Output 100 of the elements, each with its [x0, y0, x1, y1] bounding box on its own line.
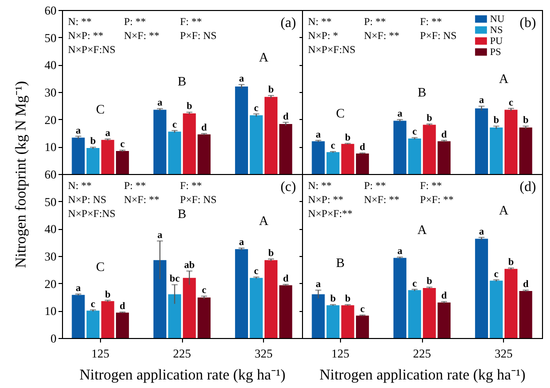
annotation: N: ** — [308, 17, 332, 28]
annotation: P: ** — [364, 17, 386, 28]
bar — [86, 148, 100, 174]
chart-title: (b) — [520, 16, 536, 31]
data-label: c — [254, 266, 260, 278]
y-tick-label: 20 — [44, 112, 56, 127]
bar — [393, 258, 406, 338]
annotation: N×P: NS — [68, 195, 106, 206]
data-label: b — [426, 112, 433, 124]
annotation: N×P×F:NS — [308, 45, 356, 56]
annotation: N×F: ** — [364, 195, 400, 206]
data-label: d — [120, 301, 126, 312]
annotation: N: ** — [68, 181, 92, 192]
data-label: a — [479, 95, 484, 106]
annotation: N×F: ** — [364, 31, 400, 42]
bar — [72, 138, 85, 174]
data-label: a — [239, 74, 244, 85]
x-tick-label: 125 — [331, 346, 350, 360]
y-tick-label: 0 — [50, 332, 56, 346]
data-label: b — [330, 294, 336, 305]
bar — [182, 113, 196, 174]
bar — [341, 305, 354, 338]
data-label: a — [157, 230, 162, 241]
data-label: a — [397, 246, 402, 258]
annotation: N×P: ** — [308, 195, 344, 206]
bar — [279, 124, 292, 174]
bar — [490, 280, 503, 338]
x-tick-label: 225 — [413, 346, 431, 360]
y-tick-label: 20 — [44, 276, 56, 291]
bar — [408, 138, 422, 174]
data-label: c — [508, 97, 514, 108]
bar — [153, 260, 166, 338]
bar — [326, 305, 340, 338]
bar — [475, 108, 488, 174]
bar — [279, 285, 292, 338]
y-tick-label: 60 — [44, 4, 56, 18]
data-label: b — [344, 294, 351, 305]
bar — [422, 288, 436, 338]
annotation: A — [498, 71, 509, 86]
data-label: a — [397, 108, 402, 120]
data-label: a — [76, 125, 81, 136]
x-axis-title: Nitrogen application rate (kg ha⁻¹) — [319, 368, 526, 384]
y-tick-label: 50 — [44, 30, 56, 45]
bar — [235, 86, 248, 174]
bar — [116, 312, 129, 338]
annotation: N: ** — [68, 17, 92, 28]
bar — [116, 151, 129, 174]
x-tick-label: 125 — [91, 346, 110, 360]
data-label: b — [186, 101, 193, 112]
data-label: bc — [170, 274, 180, 285]
bar — [264, 260, 278, 338]
data-label: c — [254, 102, 260, 114]
bar — [72, 294, 85, 338]
data-label: d — [282, 111, 289, 122]
legend-label: PU — [490, 36, 504, 47]
bar — [235, 249, 248, 338]
y-axis-title: Nitrogen footprint (kg N Mg⁻¹) — [14, 81, 30, 268]
chart-title: (c) — [280, 180, 296, 195]
annotation: P: ** — [124, 17, 146, 28]
bar — [356, 154, 369, 174]
bar — [422, 124, 436, 174]
y-tick-label: 60 — [44, 168, 56, 182]
bar — [408, 290, 422, 338]
annotation: N×F: ** — [124, 195, 160, 206]
annotation: N×P×F:NS — [68, 209, 116, 220]
y-tick-label: 30 — [44, 250, 56, 264]
annotation: N: ** — [308, 181, 332, 192]
annotation: F: ** — [180, 17, 202, 28]
data-label: b — [268, 248, 274, 260]
data-label: b — [344, 132, 351, 144]
data-label: c — [90, 298, 96, 310]
bar — [101, 301, 114, 338]
chart-title: (a) — [280, 16, 296, 31]
data-label: a — [76, 282, 81, 294]
annotation: P×F: ** — [420, 195, 454, 206]
annotation: N×P×F:** — [308, 209, 353, 220]
data-label: b — [90, 136, 96, 148]
bar — [86, 310, 100, 338]
data-label: b — [493, 115, 500, 126]
data-label: c — [412, 126, 418, 138]
bar — [438, 141, 451, 174]
y-tick-label: 30 — [44, 86, 56, 100]
data-label: d — [282, 273, 289, 284]
data-label: a — [316, 129, 321, 140]
annotation: N×F: ** — [124, 31, 160, 42]
bar — [198, 298, 211, 338]
y-tick-label: 50 — [44, 194, 56, 209]
data-label: a — [105, 128, 110, 140]
data-label: d — [201, 122, 208, 134]
annotation: P×F: NS — [180, 31, 217, 42]
data-label: b — [522, 115, 529, 126]
data-label: b — [104, 289, 111, 300]
data-label: c — [172, 120, 178, 131]
x-axis-title: Nitrogen application rate (kg ha⁻¹) — [79, 368, 286, 384]
y-tick-label: 40 — [44, 58, 56, 72]
bar — [250, 115, 263, 174]
bar — [519, 290, 532, 338]
annotation: F: ** — [420, 181, 442, 192]
y-tick-label: 10 — [44, 140, 56, 154]
annotation: F: ** — [420, 17, 442, 28]
